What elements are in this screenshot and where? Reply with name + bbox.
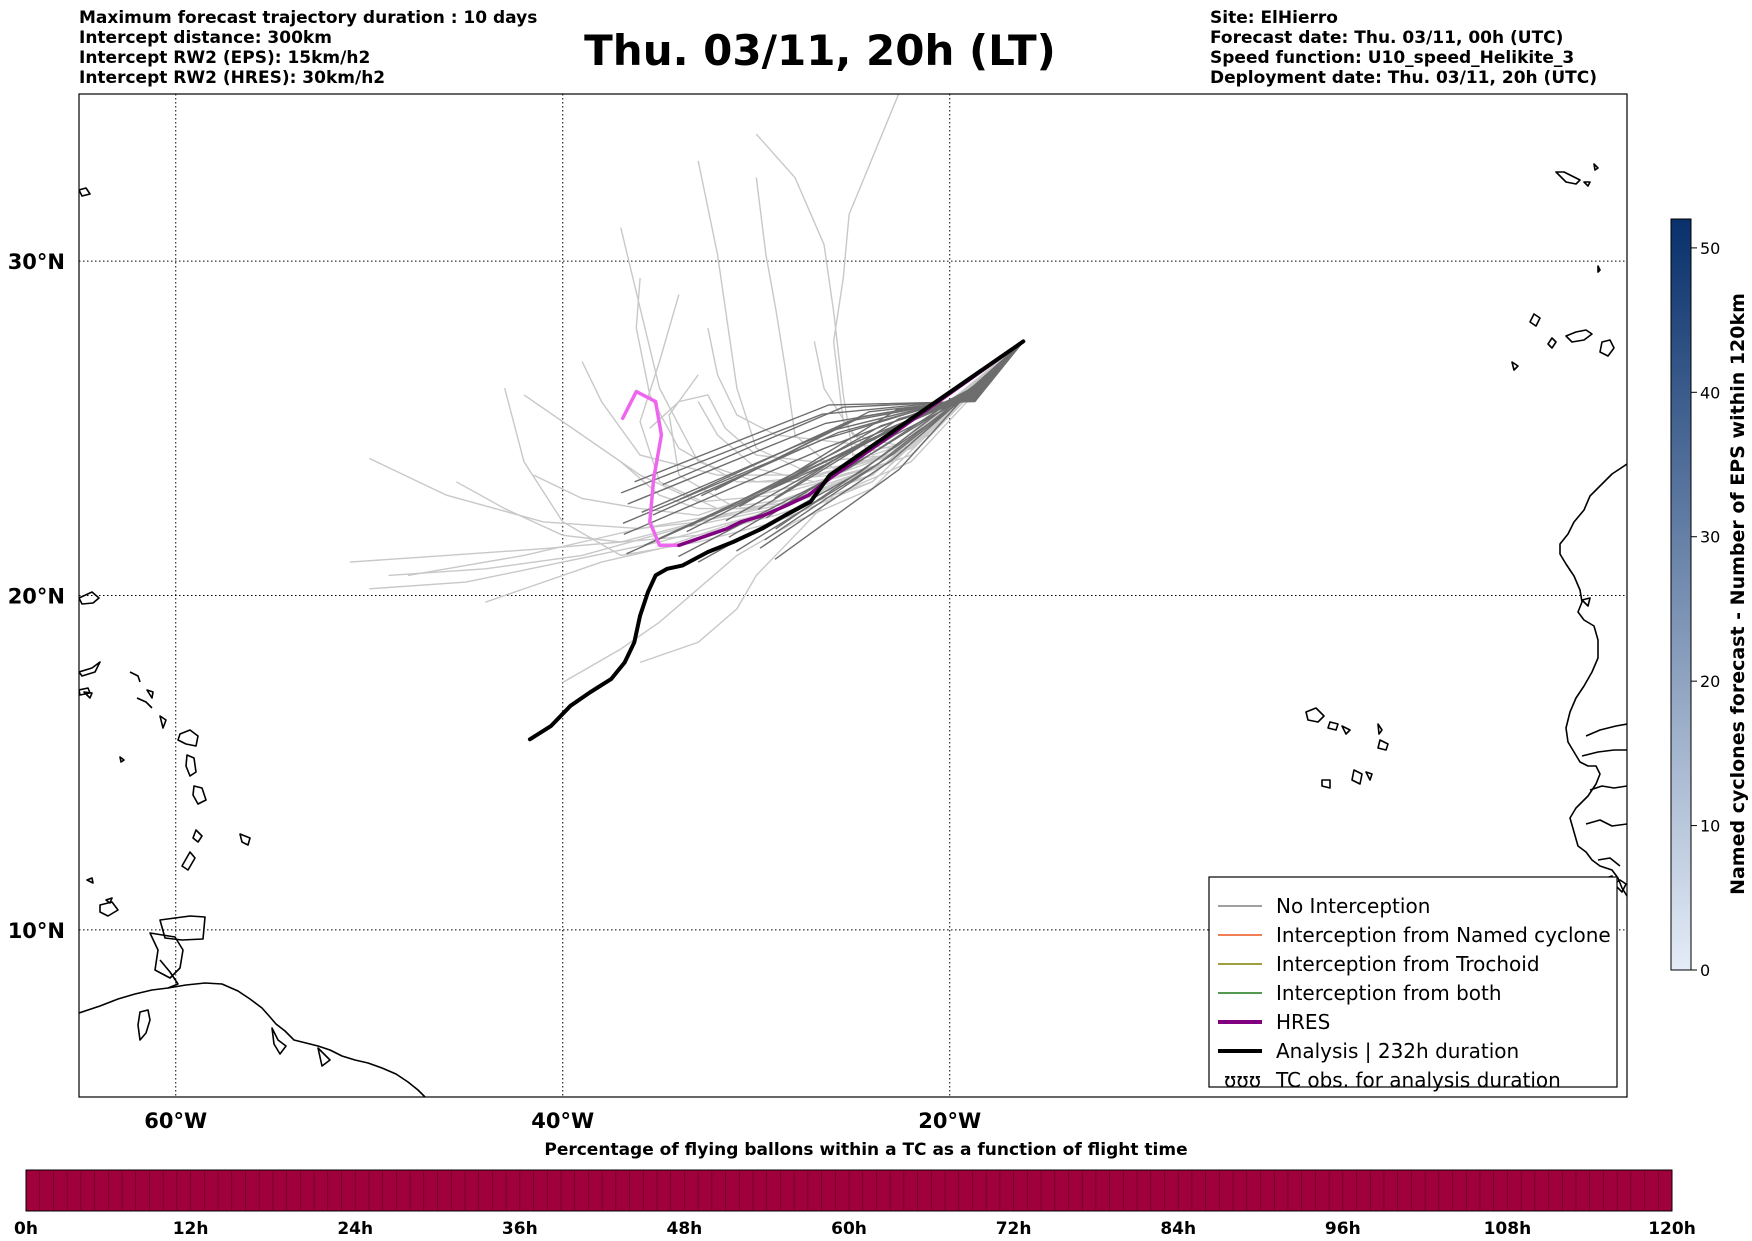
colorbar-right-bar xyxy=(1670,218,1692,971)
eps-member-light xyxy=(620,340,1024,510)
colorbar-right-tick-label: 20 xyxy=(1700,672,1720,691)
eps-member-light xyxy=(639,340,1024,664)
speed-function-text: Speed function: U10_speed_Helikite_3 xyxy=(1210,48,1575,68)
analysis-trajectory xyxy=(527,339,1026,742)
eps-member-light xyxy=(485,340,1024,603)
eps-member-light xyxy=(533,340,1024,517)
map-frame xyxy=(78,93,1628,1098)
latitude-labels: 30°N 20°N 10°N xyxy=(8,250,65,943)
site-text: Site: ElHierro xyxy=(1210,8,1338,28)
colorbar-right: 0 10 20 30 40 50 Named cyclones forecast - Nu… xyxy=(1670,218,1749,980)
coast-trinidad-2 xyxy=(149,932,184,979)
colorbar-right-tick-label: 40 xyxy=(1700,383,1720,402)
coast-cape-verde xyxy=(1305,707,1325,723)
eps-member-light xyxy=(349,340,1024,563)
coast-venezuela-gulf xyxy=(159,959,179,989)
header-info-left: Maximum forecast trajectory duration : 1… xyxy=(79,8,537,88)
intercept-hres-text: Intercept RW2 (HRES): 30km/h2 xyxy=(79,68,386,88)
legend-label: No Interception xyxy=(1276,894,1430,918)
eps-member-light xyxy=(407,340,1024,577)
colorbar-bottom: Percentage of flying ballons within a TC… xyxy=(14,1140,1696,1239)
eps-member-light xyxy=(620,227,1024,483)
legend-symbol-tc-obs: ʊʊʊ xyxy=(1224,1068,1261,1092)
lon-label: 60°W xyxy=(144,1109,207,1133)
colorbar-bottom-tick-label: 0h xyxy=(14,1219,38,1239)
header-info-right: Site: ElHierro Forecast date: Thu. 03/11… xyxy=(1210,8,1597,88)
legend-label: Interception from Trochoid xyxy=(1276,952,1540,976)
hres-trajectory-far xyxy=(620,389,681,548)
intercept-distance-text: Intercept distance: 300km xyxy=(79,28,332,48)
grid-lines xyxy=(79,94,1627,1097)
colorbar-bottom-title: Percentage of flying ballons within a TC… xyxy=(544,1140,1187,1160)
coast-africa xyxy=(1559,463,1627,897)
colorbar-bottom-tick-label: 12h xyxy=(173,1219,209,1239)
colorbar-right-label: Named cyclones forecast - Number of EPS … xyxy=(1727,293,1749,895)
colorbar-bottom-tick-label: 60h xyxy=(831,1219,867,1239)
colorbar-bottom-tick-label: 72h xyxy=(996,1219,1032,1239)
colorbar-bottom-tick-label: 108h xyxy=(1484,1219,1532,1239)
coast-canary-islands xyxy=(1529,313,1541,327)
colorbar-bottom-tick-label: 36h xyxy=(502,1219,538,1239)
legend: No Interception Interception from Named c… xyxy=(1208,876,1618,1092)
forecast-date-text: Forecast date: Thu. 03/11, 00h (UTC) xyxy=(1210,28,1564,48)
eps-member-light xyxy=(832,94,1024,456)
colorbar-right-tick-label: 0 xyxy=(1700,961,1710,980)
max-duration-text: Maximum forecast trajectory duration : 1… xyxy=(79,8,538,28)
lat-label: 10°N xyxy=(8,919,65,943)
eps-member-dark xyxy=(634,340,1024,483)
lat-label: 20°N xyxy=(8,585,65,609)
colorbar-bottom-tick-label: 48h xyxy=(667,1219,703,1239)
colorbar-right-tick-label: 50 xyxy=(1700,239,1720,258)
legend-label: TC obs. for analysis duration xyxy=(1275,1068,1561,1092)
colorbar-bottom-ticks: 0h 12h 24h 36h 48h 60h 72h 84h 96h 108h 120h xyxy=(14,1170,1696,1239)
coast-trinidad xyxy=(159,915,206,941)
legend-label: Interception from both xyxy=(1276,981,1502,1005)
longitude-labels: 60°W 40°W 20°W xyxy=(144,1109,981,1133)
eps-member-light xyxy=(649,340,1024,463)
colorbar-bottom-tick-label: 84h xyxy=(1160,1219,1196,1239)
coast-lesser-antilles xyxy=(79,661,101,677)
coast-south-america xyxy=(79,982,426,1097)
colorbar-bottom-tick-label: 24h xyxy=(337,1219,373,1239)
colorbar-bottom-tick-label: 96h xyxy=(1325,1219,1361,1239)
eps-member-light xyxy=(755,133,1024,456)
deployment-date-text: Deployment date: Thu. 03/11, 20h (UTC) xyxy=(1210,68,1597,88)
legend-label: Analysis | 232h duration xyxy=(1276,1039,1519,1063)
coast-guiana-islands xyxy=(137,1009,151,1041)
legend-label: Interception from Named cyclone xyxy=(1276,923,1611,947)
legend-label: HRES xyxy=(1276,1010,1330,1034)
eps-member-light xyxy=(813,340,1024,450)
lat-label: 30°N xyxy=(8,250,65,274)
colorbar-bottom-tick-label: 120h xyxy=(1648,1219,1696,1239)
eps-member-light xyxy=(562,340,1024,684)
coastlines xyxy=(79,163,1627,1097)
eps-trajectories xyxy=(349,94,1024,684)
colorbar-right-tick-label: 30 xyxy=(1700,528,1720,547)
lon-label: 20°W xyxy=(918,1109,981,1133)
colorbar-right-ticks: 0 10 20 30 40 50 xyxy=(1691,239,1720,980)
eps-member-dark xyxy=(725,340,1024,522)
page-title: Thu. 03/11, 20h (LT) xyxy=(584,26,1056,75)
intercept-eps-text: Intercept RW2 (EPS): 15km/h2 xyxy=(79,48,371,68)
colorbar-right-tick-label: 10 xyxy=(1700,817,1720,836)
lon-label: 40°W xyxy=(531,1109,594,1133)
